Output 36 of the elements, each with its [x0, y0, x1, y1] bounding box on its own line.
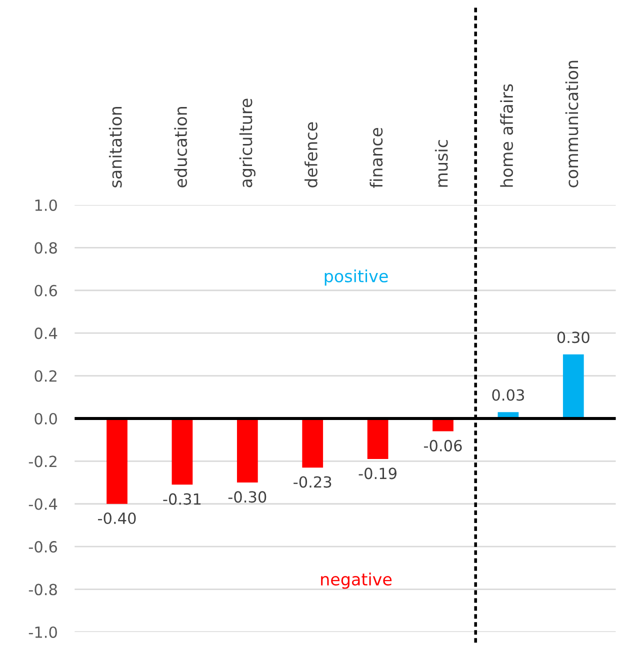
x-tick-label: music	[434, 140, 448, 187]
data-label: -0.30	[228, 491, 266, 503]
y-tick-label: -0.6	[28, 541, 58, 553]
y-tick-label: 0.2	[34, 370, 56, 382]
data-label: 0.30	[557, 332, 590, 344]
y-tick-label: 0.4	[34, 328, 58, 340]
y-tick-label: 0.6	[34, 284, 58, 296]
bar	[302, 418, 324, 468]
bar	[106, 418, 128, 504]
annotation: negative	[321, 572, 392, 589]
y-tick-label: -1.0	[28, 626, 57, 638]
y-tick-label: -0.4	[28, 498, 58, 510]
data-label: -0.31	[163, 493, 201, 505]
data-label: -0.23	[294, 476, 332, 488]
annotation: positive	[324, 270, 388, 286]
bar	[172, 418, 193, 485]
data-label: -0.06	[424, 440, 462, 452]
data-label: -0.40	[98, 512, 136, 524]
x-tick-label: agriculture	[239, 98, 256, 188]
y-tick-label: 1.0	[35, 199, 57, 211]
y-tick-label: 0.8	[34, 242, 57, 254]
bar	[367, 418, 388, 460]
x-tick-label: finance	[370, 128, 383, 188]
y-tick-label: -0.8	[28, 584, 57, 596]
bar	[236, 418, 258, 483]
x-tick-label: defence	[304, 122, 318, 188]
x-tick-label: communication	[565, 60, 578, 188]
bar	[432, 418, 454, 432]
x-tick-label: education	[174, 107, 188, 188]
bar	[562, 354, 584, 418]
y-tick-label: 0.0	[34, 412, 57, 424]
x-tick-label: sanitation	[108, 106, 122, 188]
data-label: -0.19	[358, 468, 396, 480]
data-label: 0.03	[492, 389, 524, 401]
y-tick-label: -0.2	[28, 456, 56, 468]
x-tick-label: home affairs	[500, 84, 514, 187]
